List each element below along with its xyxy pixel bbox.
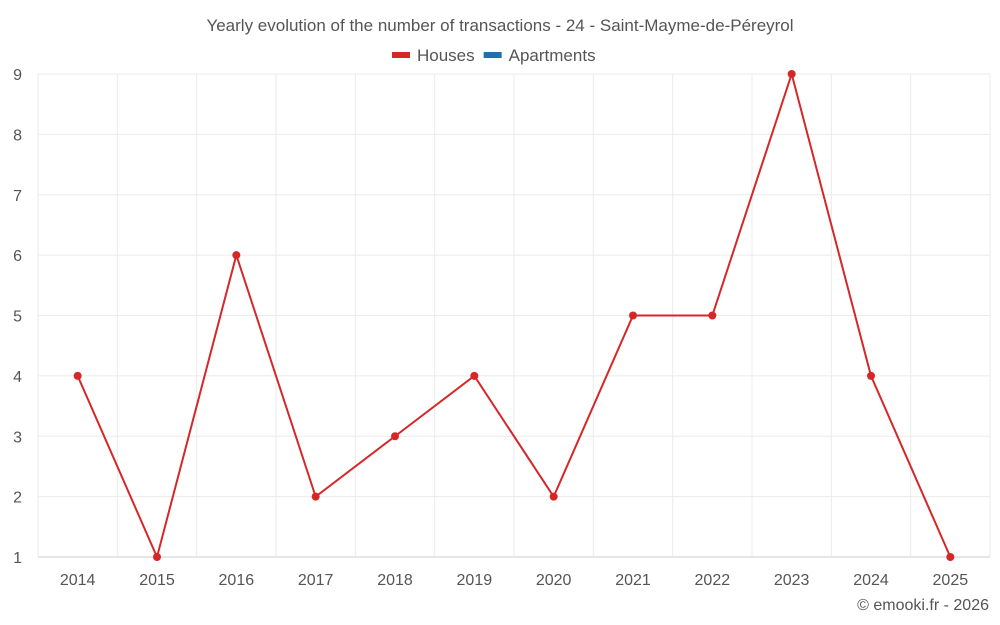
x-tick-label: 2018	[377, 572, 413, 589]
y-tick-label: 6	[13, 248, 22, 265]
data-point[interactable]	[470, 371, 479, 380]
data-point[interactable]	[787, 70, 796, 78]
x-tick-label: 2016	[219, 572, 255, 589]
legend-label[interactable]: Houses	[417, 46, 475, 65]
x-tick-label: 2019	[457, 572, 493, 589]
y-tick-label: 4	[13, 369, 22, 386]
legend: Houses Apartments	[392, 46, 596, 65]
y-tick-label: 9	[13, 67, 22, 84]
x-tick-label: 2022	[695, 572, 731, 589]
data-point[interactable]	[549, 492, 558, 501]
legend-swatch[interactable]	[392, 52, 410, 58]
data-point[interactable]	[946, 553, 955, 561]
data-point[interactable]	[867, 371, 875, 380]
chart-title: Yearly evolution of the number of transa…	[206, 16, 793, 35]
grid	[37, 73, 991, 558]
x-tick-label: 2015	[139, 572, 175, 589]
data-point[interactable]	[153, 553, 161, 561]
legend-swatch[interactable]	[483, 52, 502, 58]
y-tick-label: 8	[13, 127, 22, 144]
y-tick-label: 3	[13, 429, 22, 446]
data-point[interactable]	[73, 371, 82, 380]
data-point[interactable]	[708, 311, 717, 320]
y-tick-label: 2	[13, 490, 22, 507]
series	[73, 70, 955, 561]
x-tick-label: 2023	[774, 572, 810, 589]
data-point[interactable]	[391, 432, 399, 441]
credit-text: © emooki.fr - 2026	[857, 597, 989, 614]
series-line-houses	[76, 70, 952, 561]
legend-label[interactable]: Apartments	[509, 46, 596, 65]
data-point[interactable]	[232, 251, 241, 260]
y-tick-label: 1	[13, 550, 22, 567]
x-tick-label: 2021	[615, 572, 651, 589]
y-tick-label: 7	[13, 188, 22, 205]
data-point[interactable]	[629, 311, 637, 320]
x-tick-label: 2025	[933, 572, 969, 589]
x-tick-label: 2014	[60, 572, 96, 589]
x-tick-label: 2017	[298, 572, 334, 589]
y-tick-label: 5	[13, 309, 22, 326]
axes: 1 2 3 4 5 6 7 8 9 2014 2015 2016 2017 2018 2019 2020 202…	[13, 67, 968, 589]
x-tick-label: 2024	[853, 572, 889, 589]
x-tick-label: 2020	[536, 572, 572, 589]
data-point[interactable]	[311, 492, 320, 501]
